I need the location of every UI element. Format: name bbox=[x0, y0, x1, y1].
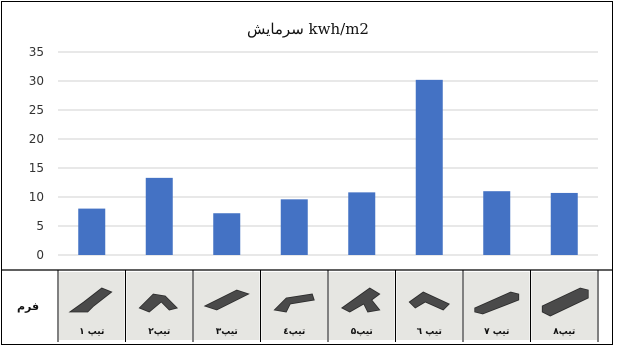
shape-cell bbox=[329, 272, 395, 340]
building-shape-icon bbox=[68, 287, 113, 313]
y-axis-ticks: 0 5 10 15 20 25 30 35 bbox=[29, 45, 44, 262]
bar bbox=[145, 177, 173, 255]
building-shape-icon bbox=[138, 293, 179, 313]
shape-row-label: فرم bbox=[17, 300, 39, 313]
y-tick-label: 10 bbox=[29, 190, 44, 204]
chart-title: سرمایش kwh/m2 bbox=[247, 20, 369, 38]
y-tick-label: 20 bbox=[29, 132, 44, 146]
category-label: تیپ ۱ bbox=[79, 327, 104, 337]
building-shape-icon bbox=[273, 293, 315, 313]
category-label: تیپ ۷ bbox=[484, 327, 509, 337]
bar bbox=[415, 79, 443, 255]
category-label: تیپ۲ bbox=[148, 327, 170, 337]
y-tick-label: 30 bbox=[29, 74, 44, 88]
y-tick-label: 25 bbox=[29, 103, 44, 117]
bar bbox=[483, 191, 511, 255]
shape-cell bbox=[396, 272, 462, 340]
building-shape-icon bbox=[340, 287, 381, 313]
shape-table: فرم تیپ ۱ تیپ۲ تیپ۳ تیپ٤ تیپ۵ تیپ ٦ تیپ ۷ تیپ۸ bbox=[2, 269, 613, 342]
category-label: تیپ ٦ bbox=[417, 327, 442, 337]
bar bbox=[280, 199, 308, 255]
y-tick-label: 0 bbox=[36, 248, 44, 262]
category-label: تیپ۵ bbox=[351, 327, 373, 337]
category-label: تیپ۳ bbox=[216, 327, 238, 337]
building-shape-icon bbox=[474, 291, 520, 315]
building-shape-icon bbox=[541, 287, 589, 317]
category-label: تیپ۸ bbox=[553, 327, 575, 337]
shape-cell bbox=[261, 272, 327, 340]
gridlines bbox=[58, 51, 598, 256]
category-label: تیپ٤ bbox=[283, 327, 305, 337]
bar bbox=[348, 192, 376, 255]
y-tick-label: 35 bbox=[29, 45, 44, 59]
y-tick-label: 15 bbox=[29, 161, 44, 175]
shape-cell bbox=[126, 272, 192, 340]
bar bbox=[550, 192, 578, 255]
bar bbox=[213, 213, 241, 255]
bar bbox=[78, 208, 106, 255]
building-shape-icon bbox=[408, 291, 450, 311]
building-shape-icon bbox=[203, 289, 250, 311]
bars bbox=[78, 79, 578, 255]
y-tick-label: 5 bbox=[36, 219, 44, 233]
